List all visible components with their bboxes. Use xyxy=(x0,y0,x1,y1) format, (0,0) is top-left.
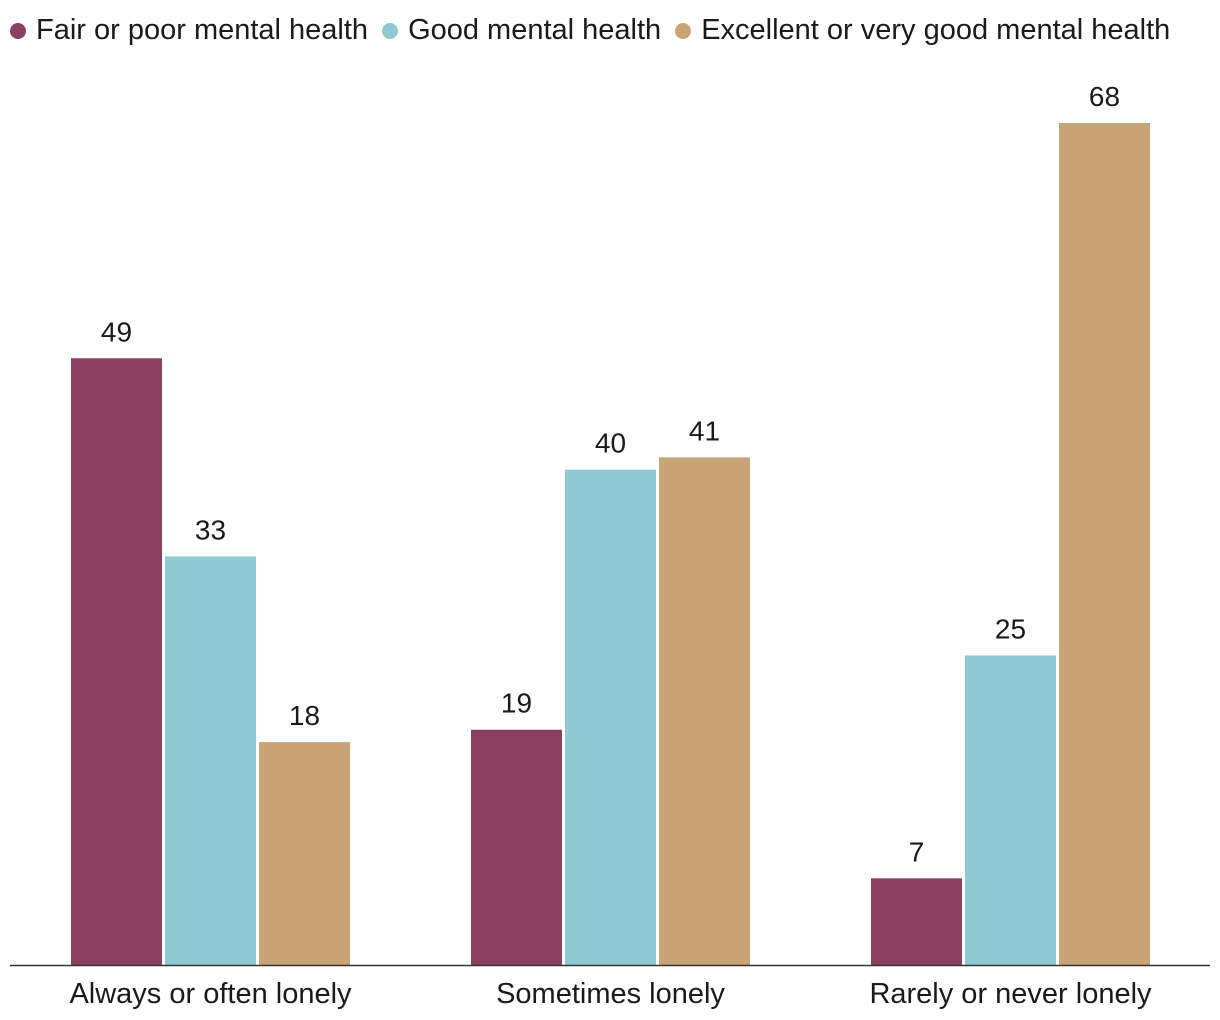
legend: Fair or poor mental health Good mental h… xyxy=(10,14,1170,47)
value-label-1-1: 40 xyxy=(595,428,626,459)
legend-item-good: Good mental health xyxy=(382,14,661,47)
value-label-0-1: 33 xyxy=(195,514,226,545)
value-label-1-2: 41 xyxy=(689,415,720,446)
bar-2-1 xyxy=(965,655,1056,965)
value-label-2-0: 7 xyxy=(909,836,925,867)
value-label-1-0: 19 xyxy=(501,688,532,719)
category-label-0: Always or often lonely xyxy=(69,978,352,1010)
bar-1-0 xyxy=(471,729,562,965)
legend-item-fair-poor: Fair or poor mental health xyxy=(10,14,368,47)
legend-swatch-good xyxy=(382,22,399,39)
legend-label-excellent: Excellent or very good mental health xyxy=(701,14,1171,46)
legend-item-excellent: Excellent or very good mental health xyxy=(675,14,1170,47)
bar-2-0 xyxy=(871,878,962,965)
legend-label-fair-poor: Fair or poor mental health xyxy=(36,14,369,46)
bar-1-1 xyxy=(565,469,656,965)
bar-group-0: 49 33 18 xyxy=(71,316,350,965)
bar-0-2 xyxy=(259,742,350,965)
category-label-1: Sometimes lonely xyxy=(496,978,725,1010)
value-label-2-1: 25 xyxy=(995,613,1026,644)
bar-2-2 xyxy=(1059,123,1150,965)
legend-label-good: Good mental health xyxy=(408,14,662,46)
value-label-0-2: 18 xyxy=(289,700,320,731)
legend-swatch-fair-poor xyxy=(10,22,26,39)
bar-0-1 xyxy=(165,556,256,965)
bar-1-2 xyxy=(659,457,750,965)
value-label-2-2: 68 xyxy=(1089,81,1120,112)
value-label-0-0: 49 xyxy=(101,316,132,347)
bar-0-0 xyxy=(71,358,162,965)
category-label-2: Rarely or never lonely xyxy=(869,978,1152,1010)
bar-group-1: 19 40 41 xyxy=(471,415,750,965)
bar-group-2: 7 25 68 xyxy=(871,81,1150,965)
legend-swatch-excellent xyxy=(675,22,692,39)
